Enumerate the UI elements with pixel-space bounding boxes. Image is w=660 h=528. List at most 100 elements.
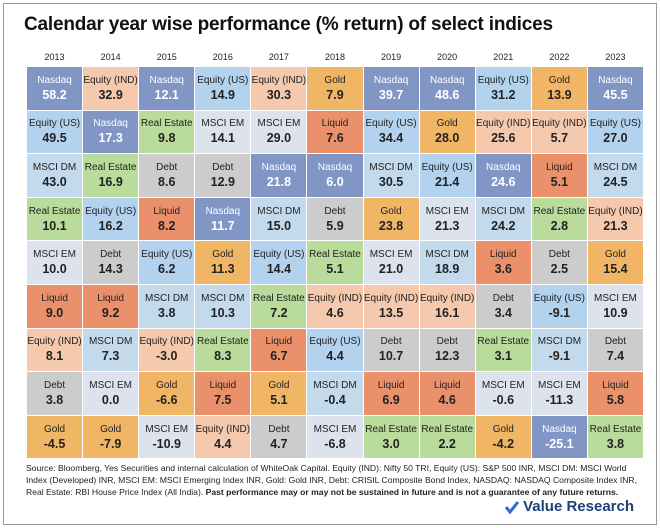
return-value: 4.6 xyxy=(438,392,456,407)
return-value: 21.3 xyxy=(603,218,628,233)
cell: Nasdaq 58.2 xyxy=(27,67,83,111)
return-value: 9.2 xyxy=(101,305,120,320)
return-value: 13.9 xyxy=(547,87,572,102)
asset-name: Equity (US) xyxy=(589,118,641,130)
return-value: 7.5 xyxy=(214,392,232,407)
disclaimer: Past performance may or may not be susta… xyxy=(205,487,619,497)
return-value: 2.8 xyxy=(550,218,569,233)
asset-name: Nasdaq xyxy=(93,118,128,130)
return-value: 5.1 xyxy=(270,392,288,407)
asset-name: Gold xyxy=(156,379,178,391)
year-header: 2014 xyxy=(100,52,121,62)
return-value: 6.0 xyxy=(326,174,344,189)
return-value: 14.3 xyxy=(98,262,123,277)
return-value: 7.6 xyxy=(326,131,344,146)
asset-name: Liquid xyxy=(433,379,461,391)
year-header: 2013 xyxy=(44,52,65,62)
asset-name: Equity (IND) xyxy=(139,336,194,348)
brand: Value Research xyxy=(504,498,634,515)
cell: Equity (IND) 21.3 xyxy=(587,197,643,242)
return-value: 5.7 xyxy=(550,131,569,146)
cell: Liquid 5.8 xyxy=(587,372,643,416)
asset-name: Liquid xyxy=(153,205,181,217)
asset-name: Gold xyxy=(100,423,122,435)
asset-name: Real Estate xyxy=(477,336,530,348)
brand-name: Value Research xyxy=(523,498,634,515)
return-value: 9.0 xyxy=(45,305,64,320)
cell: Equity (US) 14.9 xyxy=(195,67,251,111)
asset-name: Liquid xyxy=(97,292,124,304)
asset-name: Gold xyxy=(212,249,234,261)
asset-name: Nasdaq xyxy=(486,161,521,173)
asset-name: Liquid xyxy=(265,336,293,348)
return-value: 21.0 xyxy=(378,262,404,277)
return-value: 13.5 xyxy=(378,305,404,320)
cell: Real Estate 10.1 xyxy=(27,197,83,242)
cell: Liquid 6.7 xyxy=(251,328,307,373)
asset-name: Real Estate xyxy=(533,205,586,217)
title: Calendar year wise performance (% return… xyxy=(24,14,553,35)
cell: Real Estate 16.9 xyxy=(83,154,139,198)
asset-name: MSCI DM xyxy=(257,205,301,217)
asset-name: Gold xyxy=(492,423,514,435)
return-value: 24.6 xyxy=(491,174,516,189)
return-value: 21.4 xyxy=(435,174,460,189)
brand-icon xyxy=(504,500,520,514)
return-value: 21.8 xyxy=(266,174,292,189)
return-value: 39.7 xyxy=(378,87,404,102)
return-value: -9.1 xyxy=(548,349,571,364)
cell: MSCI DM -0.4 xyxy=(307,372,363,416)
asset-name: MSCI EM xyxy=(537,379,581,391)
return-value: 11.3 xyxy=(210,262,235,277)
cell: Debt 3.8 xyxy=(27,372,83,416)
year-header: 2019 xyxy=(381,52,402,62)
cell: MSCI EM 0.0 xyxy=(83,372,139,416)
cell: Equity (IND) -3.0 xyxy=(139,328,195,373)
asset-name: MSCI EM xyxy=(145,423,189,435)
asset-name: Debt xyxy=(548,249,570,261)
asset-name: Nasdaq xyxy=(261,161,297,173)
return-value: 7.9 xyxy=(326,87,344,102)
cell: MSCI DM -9.1 xyxy=(531,328,587,373)
asset-name: Liquid xyxy=(209,379,237,391)
return-value: 6.7 xyxy=(270,349,288,364)
return-value: 3.0 xyxy=(382,436,400,451)
cell: Equity (US) 34.4 xyxy=(363,110,419,155)
return-value: 7.2 xyxy=(270,305,288,320)
asset-name: MSCI DM xyxy=(313,379,357,391)
return-value: 25.6 xyxy=(491,131,516,146)
return-value: 16.2 xyxy=(98,218,123,233)
cell: MSCI EM 10.9 xyxy=(587,284,643,329)
return-value: 6.9 xyxy=(382,392,400,407)
cell: Gold 13.9 xyxy=(531,67,587,111)
cell: Equity (US) 14.4 xyxy=(251,241,307,285)
year-header: 2023 xyxy=(605,52,626,62)
year-header: 2016 xyxy=(212,52,233,62)
return-value: 16.9 xyxy=(98,174,123,189)
cell: Debt 10.7 xyxy=(363,328,419,373)
asset-name: Equity (IND) xyxy=(532,118,587,130)
cell: Liquid 7.6 xyxy=(307,110,363,155)
return-value: 48.6 xyxy=(435,87,460,102)
cell: Debt 12.9 xyxy=(195,154,251,198)
asset-name: MSCI DM xyxy=(593,161,638,173)
cell: Equity (US) 21.4 xyxy=(419,154,475,198)
cell: Nasdaq 45.5 xyxy=(587,67,643,111)
asset-name: Equity (IND) xyxy=(83,74,138,86)
cell: MSCI EM 29.0 xyxy=(251,110,307,155)
asset-name: Equity (US) xyxy=(421,161,473,173)
cell: Equity (US) 31.2 xyxy=(475,67,531,111)
return-value: 10.3 xyxy=(210,305,235,320)
asset-name: Nasdaq xyxy=(373,74,409,86)
cell: Liquid 7.5 xyxy=(195,372,251,416)
return-value: 10.0 xyxy=(42,262,67,277)
cell: Real Estate 7.2 xyxy=(251,284,307,329)
asset-name: Nasdaq xyxy=(598,74,633,86)
return-value: 14.1 xyxy=(210,131,235,146)
asset-name: Equity (US) xyxy=(309,336,361,348)
cell: Equity (IND) 32.9 xyxy=(83,67,139,111)
asset-name: Equity (US) xyxy=(28,118,81,130)
asset-name: Gold xyxy=(324,74,346,86)
asset-name: MSCI DM xyxy=(369,161,413,173)
cell: Debt 12.3 xyxy=(419,328,475,373)
